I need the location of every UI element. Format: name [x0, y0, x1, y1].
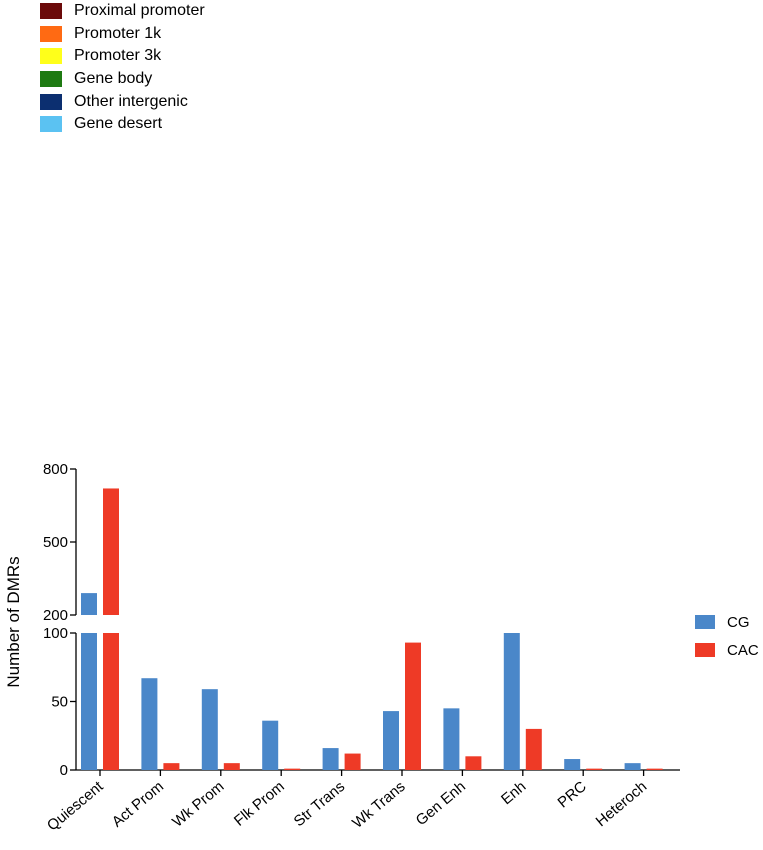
bar-cac [646, 768, 663, 770]
legend-swatch-cac [695, 643, 715, 657]
legend-label: Gene desert [74, 115, 163, 133]
bar-cac-lower [103, 633, 119, 770]
y-tick-label: 500 [43, 534, 68, 551]
bar-cac-upper [103, 488, 119, 615]
legend-top-item: Other intergenic [40, 90, 205, 113]
legend-label-cg: CG [727, 614, 750, 631]
axes [70, 468, 680, 776]
bar-cg [624, 763, 641, 770]
legend-right: CG CAC [695, 614, 759, 659]
legend-top-item: Proximal promoter [40, 0, 205, 23]
x-tick-label: Quiescent [44, 778, 107, 835]
legend-swatch [40, 116, 62, 133]
x-tick-label: Str Trans [291, 778, 349, 830]
x-tick-labels: Quiescent Act Prom Wk Prom Flk Prom Str Tran… [44, 778, 650, 835]
legend-label: Other intergenic [74, 92, 188, 110]
legend-swatch [40, 93, 62, 110]
y-tick-label: 50 [51, 694, 68, 711]
bar-cg-lower [81, 633, 97, 770]
bar-cg [141, 678, 158, 770]
legend-swatch [40, 48, 62, 65]
bar-cg [322, 748, 339, 770]
legend-label: Promoter 3k [74, 47, 162, 65]
legend-label: Promoter 1k [74, 24, 162, 42]
legend-top: Proximal promoter Promoter 1k Promoter 3k G… [40, 0, 205, 136]
bar-cac [163, 763, 180, 770]
x-tick-label: Act Prom [109, 778, 167, 831]
y-axis-label: Number of DMRs [4, 556, 23, 687]
legend-label: Gene body [74, 70, 153, 88]
bar-cg [503, 633, 520, 770]
x-tick-label: Gen Enh [413, 778, 469, 829]
y-tick-label: 200 [43, 607, 68, 624]
bar-cg [443, 708, 460, 770]
legend-swatch [40, 71, 62, 88]
legend-top-item: Gene desert [40, 113, 205, 136]
legend-swatch [40, 25, 62, 42]
bar-cac [405, 642, 421, 770]
x-tick-label: PRC [555, 778, 590, 811]
legend-label-cac: CAC [727, 642, 759, 659]
x-tick-label: Enh [498, 778, 529, 808]
y-tick-label: 0 [60, 762, 68, 779]
legend-top-item: Gene body [40, 68, 205, 91]
bar-cg [201, 689, 218, 770]
bar-cg [262, 720, 279, 770]
bar-cac [465, 756, 482, 770]
bar-cac [525, 728, 542, 770]
bar-cac [344, 753, 361, 770]
y-tick-label: 100 [43, 625, 68, 642]
x-tick-label: Heteroch [593, 778, 651, 830]
bar-cac [586, 768, 603, 770]
legend-top-item: Promoter 3k [40, 45, 205, 68]
bar-cg [564, 759, 581, 770]
bars [81, 488, 663, 770]
x-tick-label: Wk Trans [349, 778, 408, 832]
x-tick-label: Flk Prom [231, 778, 288, 830]
x-tick-label: Wk Prom [169, 778, 227, 831]
legend-top-item: Promoter 1k [40, 23, 205, 46]
bar-cg-upper [81, 593, 97, 615]
bar-cg [383, 711, 399, 770]
y-tick-label: 800 [43, 461, 68, 478]
legend-swatch [40, 3, 62, 20]
bar-cac [284, 768, 301, 770]
legend-label: Proximal promoter [74, 2, 205, 20]
legend-swatch-cg [695, 615, 715, 629]
bar-cac [223, 763, 240, 770]
